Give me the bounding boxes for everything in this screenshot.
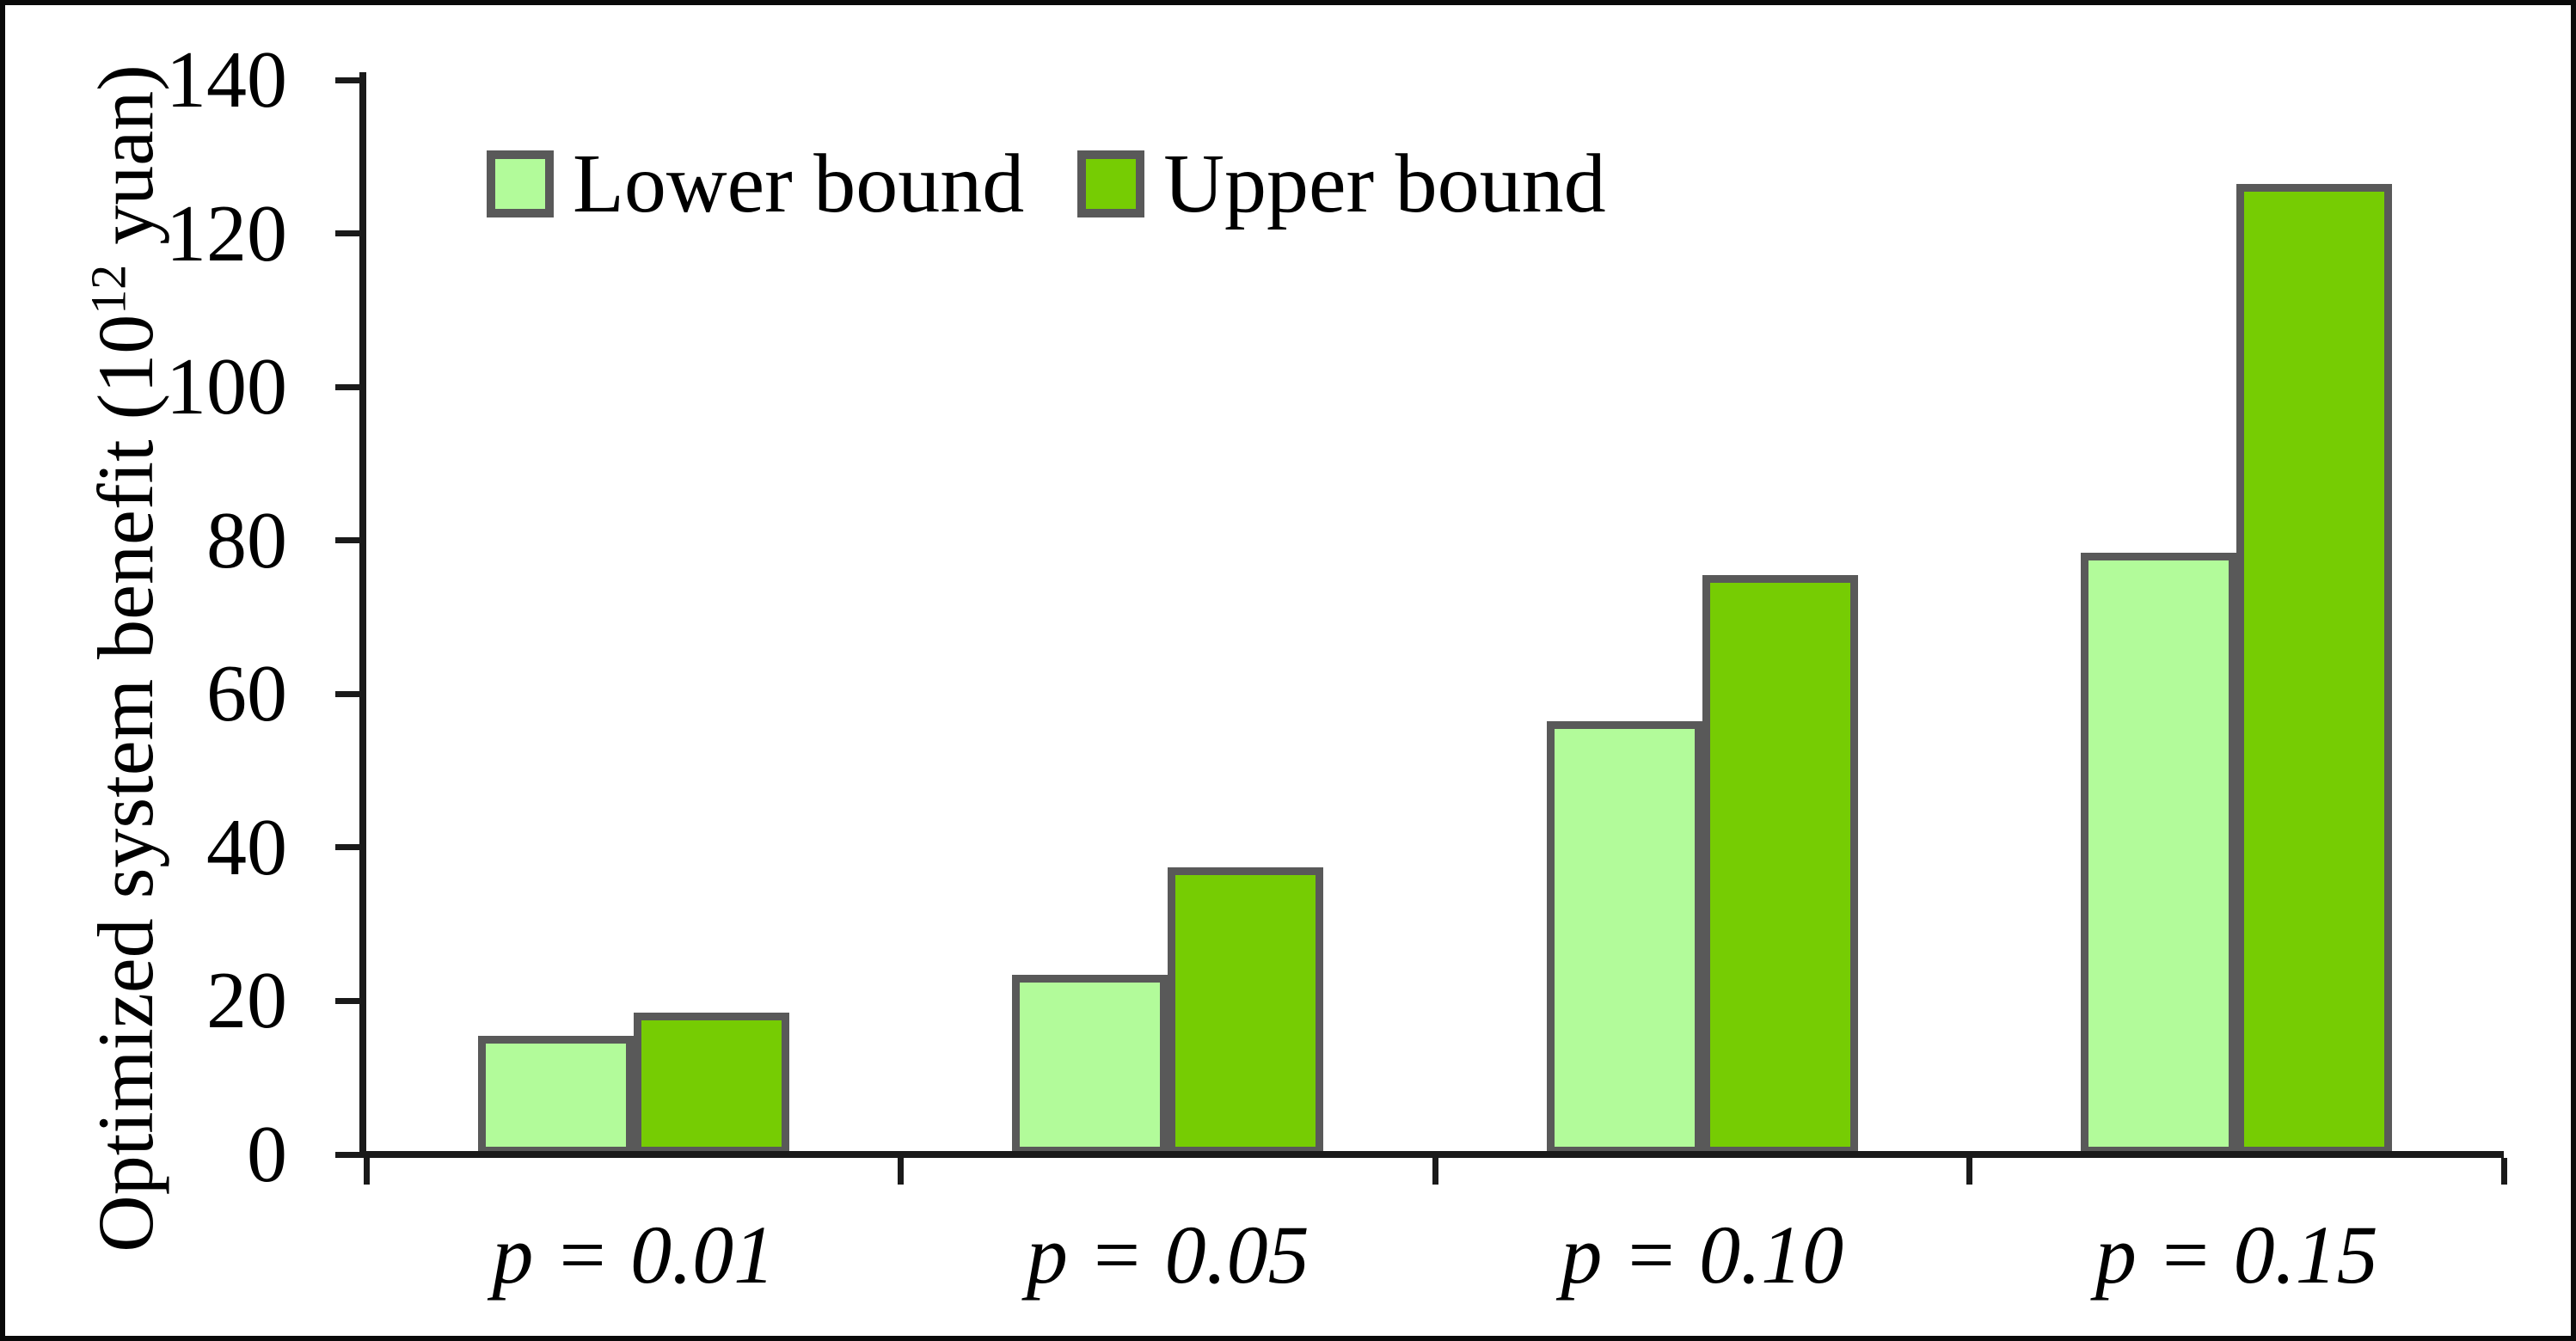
y-tick-label: 80 [206,495,287,585]
y-axis-title-superscript: 12 [80,264,137,315]
legend-item-lower-bound: Lower bound [487,136,1024,232]
x-tick-mark [898,1158,904,1185]
bar-lower-bound [1546,721,1702,1154]
legend: Lower bound Upper bound [487,136,1606,232]
y-tick-mark [335,1151,359,1158]
bar-upper-bound [1702,575,1858,1154]
bar-lower-bound [1012,974,1168,1154]
y-tick-mark [335,230,359,237]
legend-label-lower-bound: Lower bound [573,138,1025,230]
legend-label-upper-bound: Upper bound [1163,138,1606,230]
x-category-label: p = 0.15 [2095,1209,2378,1301]
x-category-label: p = 0.01 [492,1209,776,1301]
y-tick-label: 120 [166,188,287,279]
y-tick-label: 140 [166,35,287,125]
y-tick-label: 60 [206,649,287,739]
y-axis-line [359,72,366,1158]
y-tick-mark [335,844,359,851]
y-tick-mark [335,690,359,697]
bar-lower-bound [2081,552,2237,1154]
y-tick-label: 20 [206,956,287,1046]
upper-bound-swatch-icon [1077,150,1145,217]
y-tick-mark [335,383,359,390]
y-tick-mark [335,537,359,544]
x-tick-mark [363,1158,370,1185]
x-axis-line [359,1151,2504,1158]
x-category-label: p = 0.05 [1026,1209,1309,1301]
y-axis-title: Optimized system benefit (1012 yuan) [70,31,181,1286]
y-tick-label: 40 [206,802,287,892]
y-tick-label: 100 [166,342,287,432]
bar-lower-bound [477,1036,634,1154]
x-tick-mark [1966,1158,1972,1185]
y-tick-mark [335,997,359,1004]
y-axis-title-text: Optimized system benefit (10 [82,314,169,1252]
y-tick-mark [335,77,359,83]
y-tick-label: 0 [247,1110,287,1199]
y-axis-title-suffix: yuan) [82,64,169,265]
x-tick-mark [2500,1158,2507,1185]
x-category-label: p = 0.10 [1561,1209,1844,1301]
bar-upper-bound [1168,866,1324,1154]
bar-upper-bound [2236,184,2393,1154]
legend-item-upper-bound: Upper bound [1077,136,1606,232]
x-tick-mark [1432,1158,1438,1185]
lower-bound-swatch-icon [487,150,554,217]
bar-upper-bound [633,1013,789,1154]
